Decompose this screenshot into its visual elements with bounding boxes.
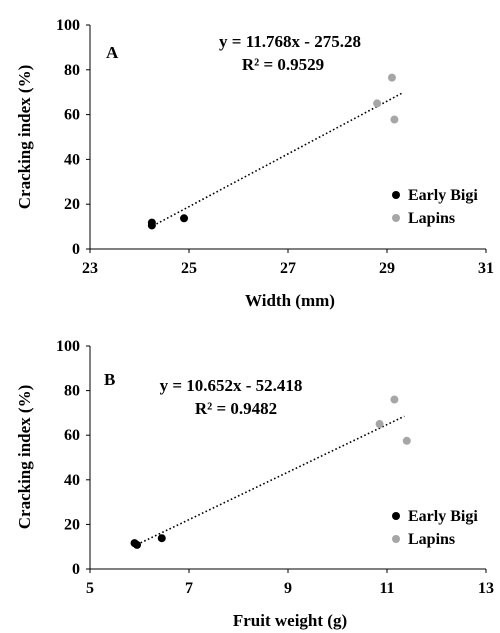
panel-a-y-tick-label: 40	[64, 151, 80, 168]
panel-a-trendline	[149, 92, 403, 229]
panel-a-legend-marker-early-bigi	[392, 191, 400, 199]
panel-b-legend-marker-lapins	[392, 535, 400, 543]
chart-panel-a: Cracking index (%) Width (mm) A y = 11.7…	[15, 17, 494, 310]
panel-a-label: A	[106, 43, 119, 62]
panel-a-legend-label-early-bigi: Early Bigi	[408, 187, 478, 204]
panel-b-x-tick-label: 7	[185, 580, 193, 597]
panel-a-point-early-bigi	[180, 214, 189, 223]
panel-a-trendline-equation: y = 11.768x - 275.28	[219, 32, 361, 51]
panel-a-y-tick-label: 60	[64, 107, 80, 124]
panel-b-x-tick-label: 11	[379, 580, 394, 597]
panel-a-y-axis-label: Cracking index (%)	[15, 65, 34, 210]
panel-a-y-tick-label: 0	[72, 241, 80, 258]
panel-b-trendline-r2: R² = 0.9482	[195, 399, 277, 418]
panel-a-legend: Early Bigi Lapins	[392, 187, 478, 227]
panel-b-trendline	[136, 415, 405, 546]
panel-a-x-tick-label: 25	[181, 260, 197, 277]
panel-b-label: B	[104, 370, 115, 389]
panel-a-trendline-r2: R² = 0.9529	[242, 55, 324, 74]
panel-b-legend: Early Bigi Lapins	[392, 508, 478, 548]
panel-b-x-tick-label: 5	[86, 580, 94, 597]
panel-a-point-lapins	[387, 73, 396, 82]
panel-b-trendline-equation: y = 10.652x - 52.418	[160, 376, 303, 395]
panel-a-x-tick-label: 29	[379, 260, 395, 277]
panel-b-y-tick-label: 100	[56, 338, 80, 355]
panel-a-point-lapins	[390, 115, 399, 124]
panel-b-x-tick-label: 13	[478, 580, 494, 597]
panel-a-y-tick-label: 80	[64, 62, 80, 79]
panel-a-y-tick-label: 100	[56, 17, 80, 34]
panel-a-x-tick-label: 27	[280, 260, 296, 277]
panel-b-y-tick-label: 0	[72, 561, 80, 578]
panel-b-y-tick-label: 20	[64, 516, 80, 533]
panel-a-legend-marker-lapins	[392, 214, 400, 222]
panel-a-y-tick-label: 20	[64, 196, 80, 213]
panel-b-y-tick-label: 60	[64, 427, 80, 444]
panel-b-point-lapins	[390, 395, 399, 404]
panel-b-x-tick-label: 9	[284, 580, 292, 597]
panel-b-point-lapins	[402, 436, 411, 445]
panel-a-x-axis-label: Width (mm)	[245, 291, 335, 310]
panel-a-point-early-bigi	[147, 218, 156, 227]
chart-panel-b: Cracking index (%) Fruit weight (g) B y …	[15, 338, 494, 630]
panel-b-y-tick-label: 40	[64, 472, 80, 489]
panel-b-point-early-bigi	[133, 540, 142, 549]
panel-b-legend-label-lapins: Lapins	[408, 531, 455, 548]
panel-a-point-lapins	[373, 99, 382, 108]
panel-b-point-lapins	[375, 420, 384, 429]
panel-b-y-tick-label: 80	[64, 383, 80, 400]
panel-b-point-early-bigi	[157, 534, 166, 543]
panel-a-legend-label-lapins: Lapins	[408, 210, 455, 227]
panel-b-y-axis-label: Cracking index (%)	[15, 385, 34, 530]
panel-b-legend-label-early-bigi: Early Bigi	[408, 508, 478, 525]
panel-b-x-axis-label: Fruit weight (g)	[233, 611, 347, 630]
panel-a-x-tick-label: 23	[82, 260, 98, 277]
panel-b-legend-marker-early-bigi	[392, 512, 400, 520]
panel-a-x-tick-label: 31	[478, 260, 494, 277]
